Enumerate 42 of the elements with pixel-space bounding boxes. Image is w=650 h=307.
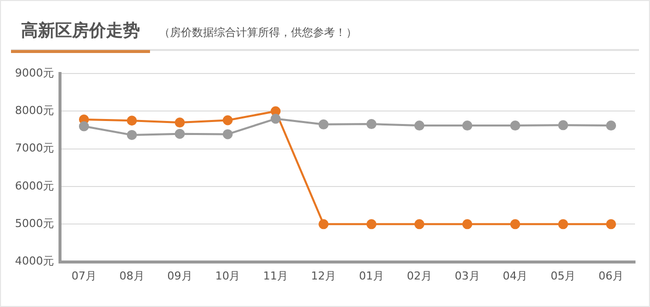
- point: [126, 116, 137, 126]
- x-tick-label: 05月: [550, 269, 576, 282]
- y-tick-label: 7000元: [14, 142, 54, 155]
- point: [558, 120, 568, 130]
- point: [606, 219, 616, 230]
- x-tick-label: 03月: [454, 269, 480, 282]
- point: [126, 130, 137, 140]
- point: [366, 219, 376, 230]
- y-tick-label: 4000元: [14, 254, 54, 268]
- point: [558, 219, 568, 230]
- point: [78, 121, 89, 132]
- point: [222, 129, 233, 140]
- chart-title: 高新区房价走势: [11, 19, 150, 53]
- x-tick-label: 08月: [119, 269, 144, 282]
- y-tick-label: 9000元: [14, 66, 54, 80]
- x-tick-label: 09月: [167, 269, 192, 282]
- point: [510, 120, 520, 131]
- y-tick-label: 6000元: [14, 179, 54, 192]
- y-tick-label: 8000元: [14, 104, 54, 118]
- point: [414, 120, 424, 131]
- point: [510, 219, 520, 230]
- point: [174, 118, 185, 128]
- point: [414, 219, 424, 230]
- x-tick-label: 07月: [71, 269, 96, 282]
- x-tick-label: 10月: [215, 269, 240, 282]
- point: [318, 219, 329, 230]
- chart-subtitle: （房价数据综合计算所得，供您参考！）: [159, 25, 357, 40]
- x-tick-label: 12月: [311, 269, 336, 282]
- point: [222, 115, 233, 126]
- point: [174, 128, 185, 139]
- point: [318, 119, 329, 130]
- point: [606, 120, 616, 131]
- x-tick-label: 11月: [263, 269, 288, 282]
- point: [462, 120, 472, 131]
- point: [366, 119, 376, 130]
- x-tick-label: 04月: [502, 269, 528, 282]
- point: [462, 219, 472, 230]
- x-tick-label: 01月: [358, 269, 384, 282]
- y-tick-label: 5000元: [14, 217, 54, 230]
- x-tick-label: 02月: [406, 269, 432, 282]
- x-tick-label: 06月: [598, 269, 624, 282]
- point: [270, 114, 281, 124]
